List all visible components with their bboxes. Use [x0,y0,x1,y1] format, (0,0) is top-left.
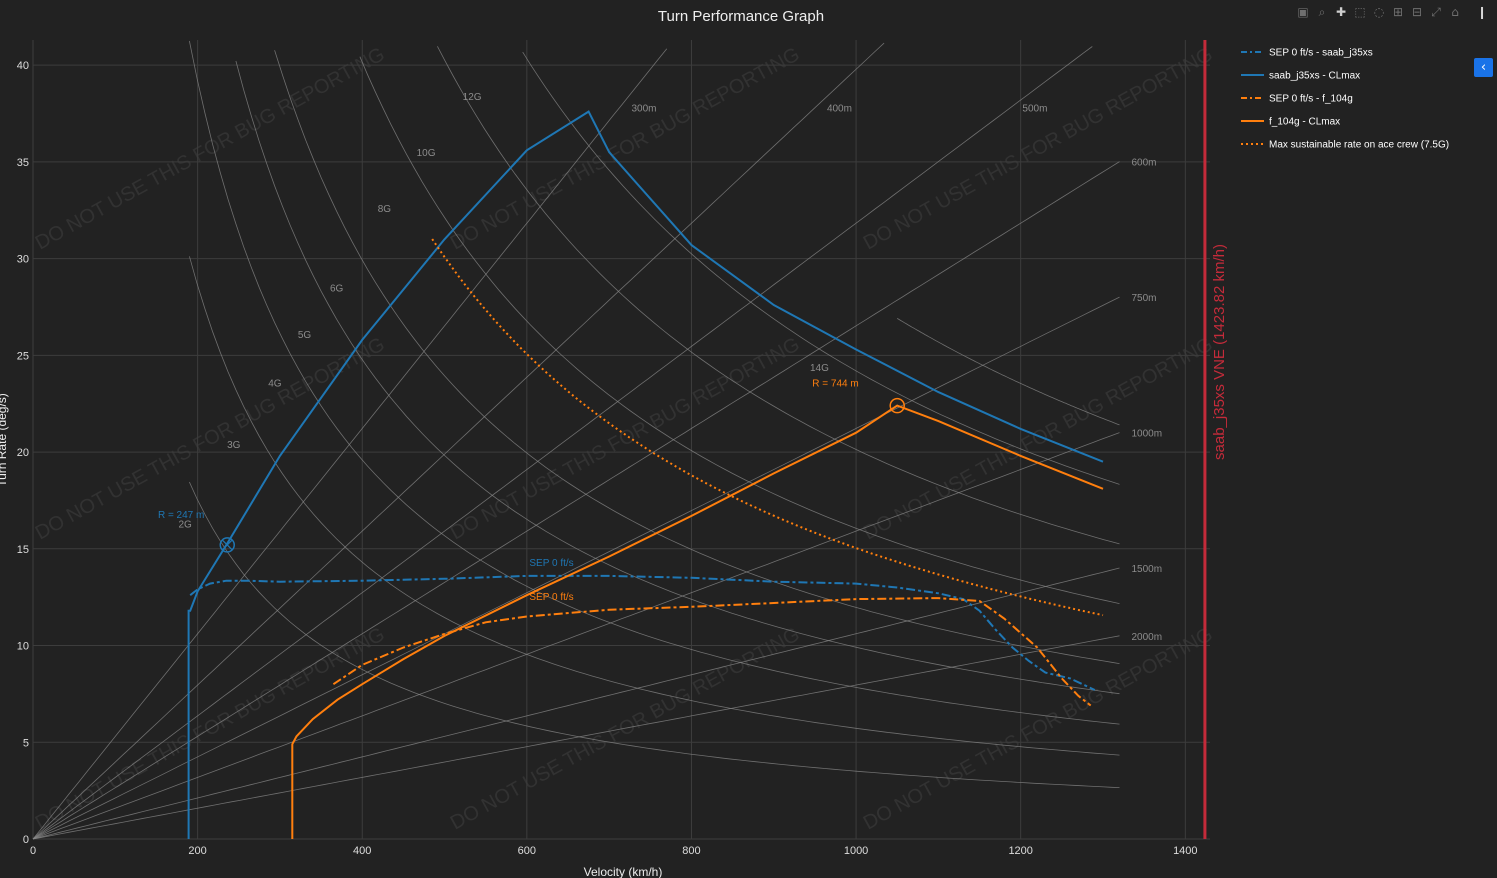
x-tick-label: 1200 [1008,845,1032,857]
y-tick-label: 30 [17,254,29,266]
g-line [235,60,1120,695]
vne-label: saab_j35xs VNE (1423.82 km/h) [1211,244,1228,460]
point-marker [219,537,235,553]
series-line [187,110,1104,839]
g-line [189,481,1120,788]
legend-item-label[interactable]: f_104g - CLmax [1269,117,1340,128]
radius-line-label: 500m [1022,104,1047,115]
annotation-label: SEP 0 ft/s [529,592,573,603]
chevron-left-icon[interactable]: ‹ [1474,58,1493,77]
autoscale-icon[interactable]: ⤢ [1431,5,1441,19]
radius-line-label: 1000m [1131,429,1162,440]
camera-icon[interactable]: ▣ [1297,5,1309,19]
series-layer: saab_j35xs VNE (1423.82 km/h) [187,40,1228,839]
radius-line [32,296,1120,840]
legend-item-label[interactable]: Max sustainable rate on ace crew (7.5G) [1269,140,1449,151]
legend-item-label[interactable]: SEP 0 ft/s - saab_j35xs [1269,48,1373,59]
radius-line-label: 1500m [1131,564,1162,575]
annotations: R = 247 m R = 744 m SEP 0 ft/s SEP 0 ft/s [158,378,905,603]
radius-line [32,567,1120,840]
legend-item-label[interactable]: saab_j35xs - CLmax [1269,71,1360,82]
series-line [332,597,1092,707]
g-line [522,51,1120,485]
legend-item-label[interactable]: SEP 0 ft/s - f_104g [1269,94,1353,105]
annotation-label: R = 247 m [158,510,204,521]
pan-icon[interactable]: ✚ [1335,5,1347,19]
g-line [437,46,1120,545]
watermark-text: DO NOT USE THIS FOR BUG REPORTING [860,43,1217,254]
g-line-label: 12G [463,92,482,103]
zoom-out-icon[interactable]: ⊟ [1411,5,1423,19]
radius-line [32,48,668,840]
g-line-label: 14G [810,363,829,374]
radius-line [32,432,1120,840]
x-tick-label: 1000 [844,845,868,857]
radius-line [32,42,885,840]
zoom-icon[interactable]: ⌕ [1318,5,1326,19]
radius-line-label: 750m [1131,293,1156,304]
g-line [896,318,1120,426]
watermark-text: DO NOT USE THIS FOR BUG REPORTING [32,333,389,544]
watermark-text: DO NOT USE THIS FOR BUG REPORTING [447,333,804,544]
reset-axes-icon[interactable]: ⌂ [1451,5,1459,19]
x-tick-label: 0 [30,845,36,857]
x-axis-title: Velocity (km/h) [584,865,663,878]
chart-title: Turn Performance Graph [658,8,824,25]
g-line-label: 5G [298,330,312,341]
legend[interactable]: SEP 0 ft/s - saab_j35xs saab_j35xs - CLma… [1241,48,1449,151]
y-tick-label: 0 [23,834,29,846]
point-marker-cross [222,540,233,550]
watermark-text: DO NOT USE THIS FOR BUG REPORTING [447,623,804,834]
x-tick-label: 200 [188,845,206,857]
g-line-label: 6G [330,284,344,295]
g-line [274,50,1120,664]
y-axis-title: Turn Rate (deg/s) [0,393,9,487]
box-select-icon[interactable]: ⬚ [1354,5,1366,19]
radius-line-label: 2000m [1131,632,1162,643]
watermark-text: DO NOT USE THIS FOR BUG REPORTING [860,333,1217,544]
y-tick-label: 20 [17,447,29,459]
annotation-label: SEP 0 ft/s [529,558,573,569]
radius-line-label: 600m [1131,158,1156,169]
g-line-label: 3G [227,440,241,451]
radius-line-label: 400m [827,104,852,115]
y-tick-label: 15 [17,544,29,556]
axes: 0 200 400 600 800 1000 1200 1400 0 5 10 15 20 25 30 35 4… [17,60,1198,857]
x-tick-label: 800 [682,845,700,857]
zoom-in-icon[interactable]: ⊞ [1392,5,1404,19]
radius-line-label: 300m [631,104,656,115]
x-tick-label: 1400 [1173,845,1197,857]
modebar: ▣ ⌕ ✚ ⬚ ◌ ⊞ ⊟ ⤢ ⌂ ❙ [1296,3,1489,21]
iso-lines: 2G 3G 4G 5G 6G 8G 10G 12G 14G 300m 400m 500m 600m 750… [32,40,1162,840]
annotation-label: R = 744 m [812,378,858,389]
g-line-label: 10G [417,148,436,159]
g-line [189,40,1120,725]
watermark-text: DO NOT USE THIS FOR BUG REPORTING [32,43,389,254]
g-line-label: 8G [378,204,392,215]
radius-line [32,635,1120,840]
watermark-text: DO NOT USE THIS FOR BUG REPORTING [447,43,804,254]
y-tick-label: 35 [17,157,29,169]
y-tick-label: 25 [17,350,29,362]
g-line-label: 2G [179,520,193,531]
point-marker [889,397,905,414]
x-tick-label: 600 [518,845,536,857]
g-line [359,56,1120,604]
g-line [189,256,1120,756]
radius-line [32,46,1093,840]
g-line-label: 4G [268,378,282,389]
watermark-text: DO NOT USE THIS FOR BUG REPORTING [860,623,1217,834]
radius-line [32,161,1120,840]
y-tick-label: 10 [17,641,29,653]
gridlines [32,40,1210,840]
series-line [189,574,1096,691]
plotly-logo-icon[interactable]: ❙ [1476,5,1488,19]
y-tick-label: 5 [23,737,29,749]
x-tick-label: 400 [353,845,371,857]
lasso-icon[interactable]: ◌ [1373,5,1385,19]
series-line [431,238,1104,617]
y-tick-label: 40 [17,60,29,72]
